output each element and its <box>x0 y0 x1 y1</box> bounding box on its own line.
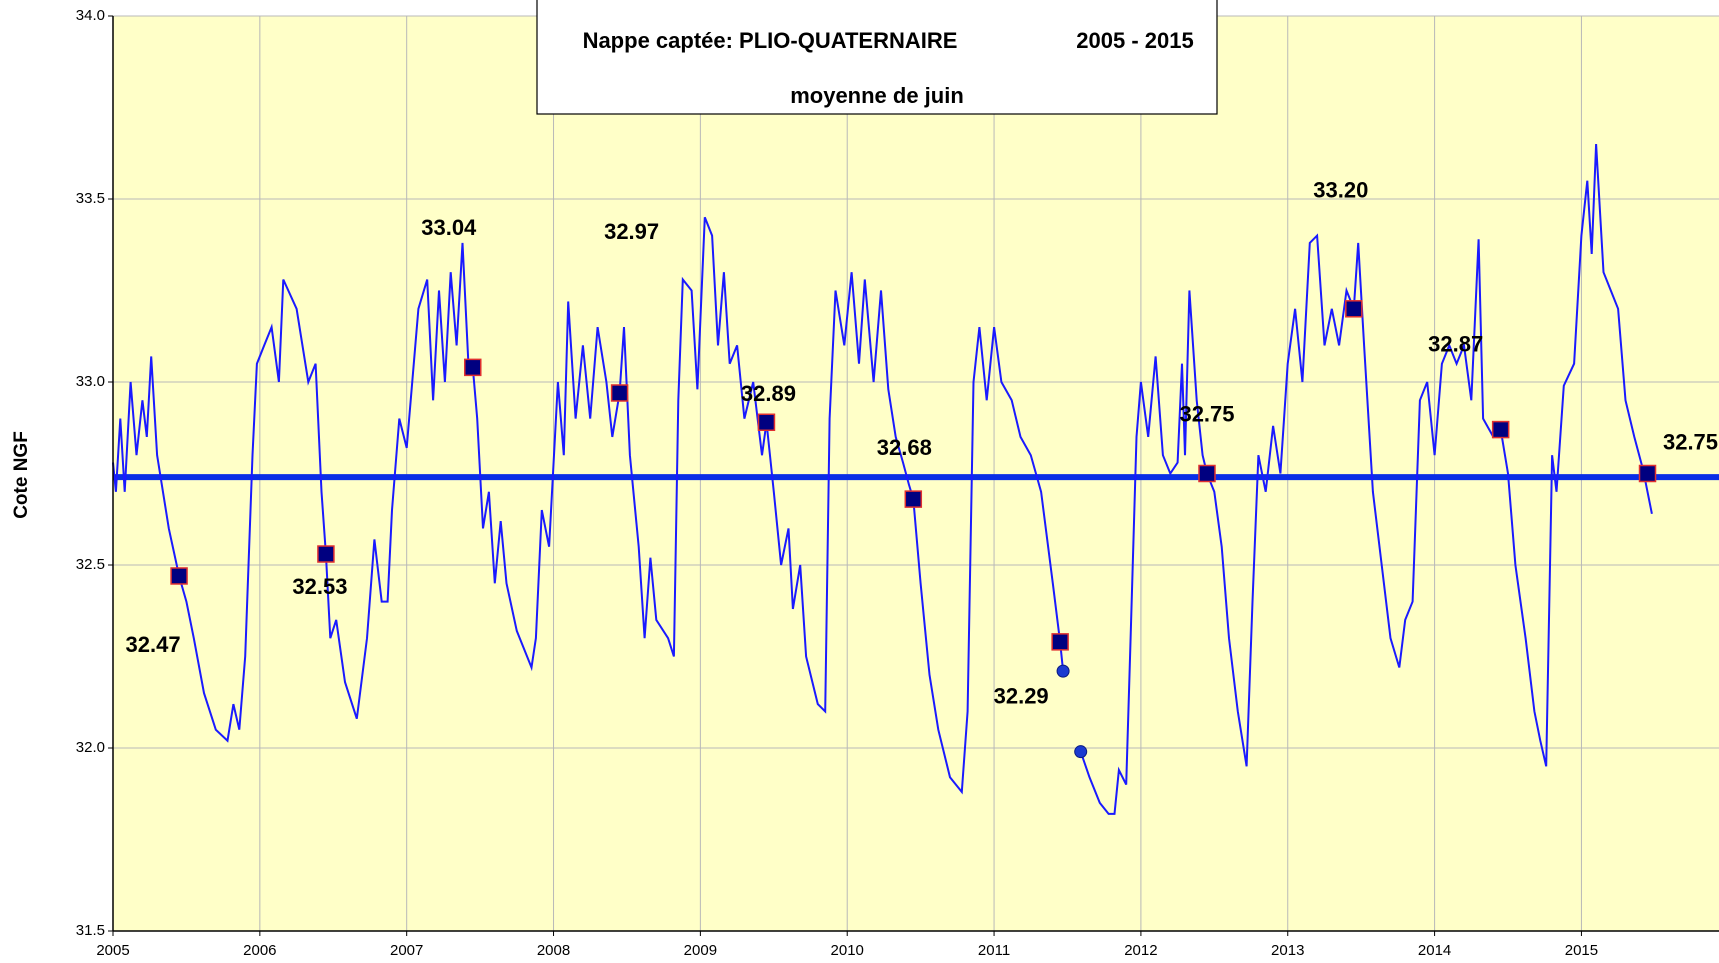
june-mean-marker <box>1198 464 1216 483</box>
plot-area <box>113 16 1719 931</box>
data-label: 32.89 <box>741 381 796 406</box>
june-mean-marker <box>1491 420 1510 439</box>
data-label: 33.20 <box>1313 178 1368 203</box>
x-tick-label: 2012 <box>1124 942 1157 959</box>
x-tick-label: 2013 <box>1271 942 1304 959</box>
y-tick-label: 33.5 <box>76 190 105 207</box>
water-level-line <box>1079 144 1653 815</box>
y-tick-label: 32.0 <box>76 739 105 756</box>
x-tick-label: 2005 <box>96 942 129 959</box>
data-label: 32.75 <box>1179 401 1234 426</box>
june-mean-marker <box>1638 464 1657 483</box>
data-label: 32.87 <box>1428 331 1483 356</box>
x-tick-label: 2010 <box>831 942 864 959</box>
x-tick-label: 2007 <box>390 942 423 959</box>
data-label: 32.68 <box>877 435 932 460</box>
x-tick-label: 2011 <box>978 942 1010 959</box>
x-tick-label: 2015 <box>1565 942 1598 959</box>
water-level-line <box>112 216 1065 795</box>
x-tick-label: 2006 <box>243 942 276 959</box>
x-tick-label: 2008 <box>537 942 570 959</box>
point-marker <box>1056 664 1070 678</box>
data-label: 32.75 <box>1663 429 1718 454</box>
point-marker <box>1074 745 1088 759</box>
chart-subtitle: moyenne de juin <box>790 83 964 108</box>
june-mean-marker <box>170 567 188 585</box>
june-mean-marker <box>904 490 923 508</box>
june-mean-marker <box>1051 633 1069 651</box>
chart-period: 2005 - 2015 <box>1076 28 1193 53</box>
title-box <box>536 0 1218 115</box>
y-tick-label: 31.5 <box>76 922 105 939</box>
y-axis-label: Cote NGF <box>11 431 32 519</box>
june-mean-marker <box>757 413 776 432</box>
chart-title: Nappe captée: PLIO-QUATERNAIRE <box>583 28 958 53</box>
y-tick-label: 34.0 <box>76 7 105 24</box>
data-label: 32.97 <box>604 219 659 244</box>
june-mean-marker <box>464 358 482 377</box>
data-label: 32.53 <box>292 574 347 599</box>
june-mean-marker <box>610 384 629 402</box>
data-label: 33.04 <box>421 215 477 240</box>
june-mean-marker <box>317 545 335 563</box>
data-label: 32.29 <box>994 684 1049 709</box>
y-tick-label: 33.0 <box>76 373 105 390</box>
x-tick-label: 2009 <box>684 942 717 959</box>
y-tick-label: 32.5 <box>76 556 105 573</box>
data-label: 32.47 <box>126 632 181 657</box>
x-tick-label: 2014 <box>1418 942 1451 959</box>
june-mean-marker <box>1345 300 1363 318</box>
